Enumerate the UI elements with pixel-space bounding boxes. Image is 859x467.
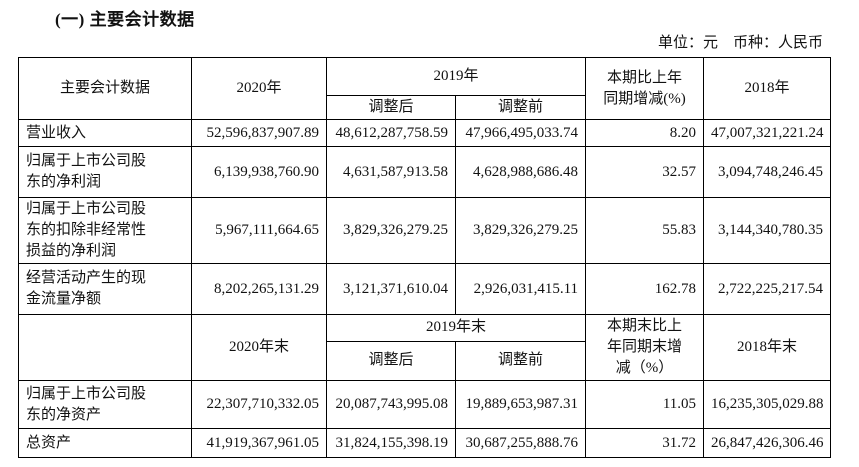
cell-2019-end-adjusted: 31,824,155,398.19 bbox=[326, 428, 456, 458]
cell-2020: 5,967,111,664.65 bbox=[191, 197, 327, 264]
cell-2019-adjusted: 4,631,587,913.58 bbox=[326, 146, 456, 198]
cell-2020: 8,202,265,131.29 bbox=[191, 263, 327, 315]
header-end-yoy-change: 本期末比上 年同期末增 减（%） bbox=[585, 314, 705, 381]
header-2019-end-adjusted: 调整后 bbox=[326, 340, 456, 382]
table-row: 营业收入 52,596,837,907.89 48,612,287,758.59… bbox=[18, 119, 832, 147]
header-2020: 2020年 bbox=[191, 57, 327, 120]
cell-yoy-change: 8.20 bbox=[585, 119, 705, 147]
financial-summary-table: 主要会计数据 2020年 2019年 本期比上年 同期增减(%) 2018年 调… bbox=[18, 57, 832, 458]
table-row: 归属于上市公司股 东的净利润 6,139,938,760.90 4,631,58… bbox=[18, 146, 832, 198]
cell-yoy-change: 162.78 bbox=[585, 263, 705, 315]
cell-2019-end-before: 30,687,255,888.76 bbox=[454, 428, 587, 458]
cell-2019-before: 47,966,495,033.74 bbox=[454, 119, 587, 147]
cell-2019-before: 4,628,988,686.48 bbox=[454, 146, 587, 198]
cell-end-yoy-change: 31.72 bbox=[585, 428, 705, 458]
cell-2019-adjusted: 3,829,326,279.25 bbox=[326, 197, 456, 264]
cell-2018-end: 16,235,305,029.88 bbox=[703, 380, 832, 429]
cell-2019-adjusted: 3,121,371,610.04 bbox=[326, 263, 456, 315]
header-yoy-change: 本期比上年 同期增减(%) bbox=[585, 57, 705, 120]
header-2018-end: 2018年末 bbox=[703, 314, 832, 381]
cell-2020-end: 41,919,367,961.05 bbox=[191, 428, 327, 458]
header-main-label: 主要会计数据 bbox=[18, 57, 192, 120]
row-label: 归属于上市公司股 东的扣除非经常性 损益的净利润 bbox=[18, 197, 192, 264]
cell-2019-end-adjusted: 20,087,743,995.08 bbox=[326, 380, 456, 429]
cell-end-yoy-change: 11.05 bbox=[585, 380, 705, 429]
header-empty bbox=[18, 314, 192, 381]
cell-yoy-change: 55.83 bbox=[585, 197, 705, 264]
cell-2018: 3,094,748,246.45 bbox=[703, 146, 832, 198]
cell-2018: 2,722,225,217.54 bbox=[703, 263, 832, 315]
header-2019-before-adjust: 调整前 bbox=[454, 95, 587, 120]
row-label: 营业收入 bbox=[18, 119, 192, 147]
header-2019-end-before-adjust: 调整前 bbox=[454, 340, 587, 382]
cell-2018-end: 26,847,426,306.46 bbox=[703, 428, 832, 458]
cell-2019-before: 2,926,031,415.11 bbox=[454, 263, 587, 315]
table-row: 归属于上市公司股 东的净资产 22,307,710,332.05 20,087,… bbox=[18, 380, 832, 429]
cell-2019-before: 3,829,326,279.25 bbox=[454, 197, 587, 264]
row-label: 总资产 bbox=[18, 428, 192, 458]
header-2018: 2018年 bbox=[703, 57, 832, 120]
header-2019-end: 2019年末 bbox=[325, 314, 587, 342]
row-label: 归属于上市公司股 东的净资产 bbox=[18, 380, 192, 429]
cell-2020-end: 22,307,710,332.05 bbox=[191, 380, 327, 429]
cell-2018: 3,144,340,780.35 bbox=[703, 197, 832, 264]
table-row: 总资产 41,919,367,961.05 31,824,155,398.19 … bbox=[18, 428, 832, 458]
cell-2019-end-before: 19,889,653,987.31 bbox=[454, 380, 587, 429]
header-2019: 2019年 bbox=[325, 57, 587, 96]
header-2020-end: 2020年末 bbox=[191, 314, 327, 381]
section-title: (一) 主要会计数据 bbox=[55, 10, 195, 29]
table-row: 归属于上市公司股 东的扣除非经常性 损益的净利润 5,967,111,664.6… bbox=[18, 197, 832, 264]
cell-2020: 52,596,837,907.89 bbox=[191, 119, 327, 147]
cell-2019-adjusted: 48,612,287,758.59 bbox=[326, 119, 456, 147]
unit-currency-note: 单位：元 币种：人民币 bbox=[657, 35, 823, 51]
cell-2018: 47,007,321,221.24 bbox=[703, 119, 832, 147]
header-2019-adjusted: 调整后 bbox=[326, 95, 456, 120]
row-label: 经营活动产生的现 金流量净额 bbox=[18, 263, 192, 315]
table-row: 经营活动产生的现 金流量净额 8,202,265,131.29 3,121,37… bbox=[18, 263, 832, 315]
cell-yoy-change: 32.57 bbox=[585, 146, 705, 198]
cell-2020: 6,139,938,760.90 bbox=[191, 146, 327, 198]
row-label: 归属于上市公司股 东的净利润 bbox=[18, 146, 192, 198]
